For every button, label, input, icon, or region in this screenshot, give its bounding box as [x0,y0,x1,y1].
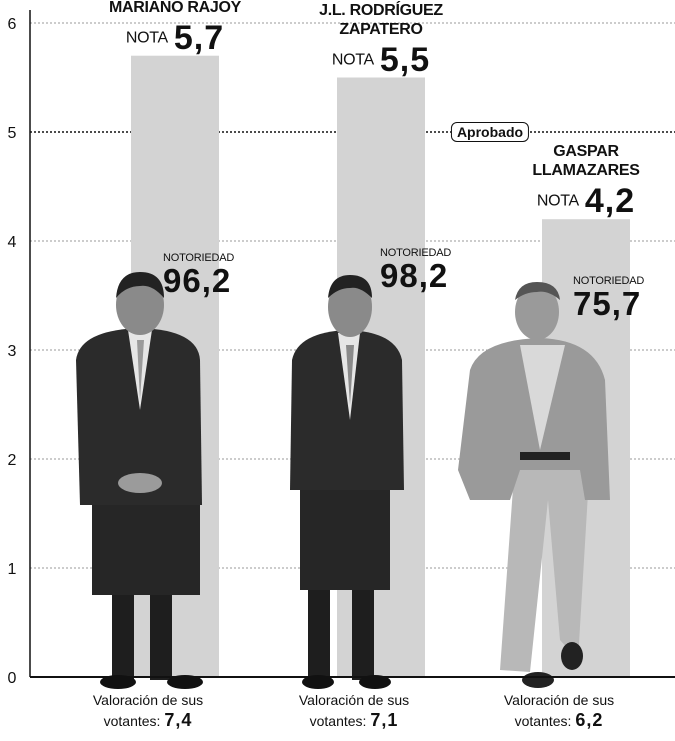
photo-rajoy [76,272,203,689]
y-tick-label: 6 [8,16,17,33]
threshold-label: Aprobado [450,122,530,142]
photo-llamazares [458,282,610,688]
notoriedad: NOTORIEDAD 75,7 [573,275,644,321]
nota-row: NOTA 5,5 [311,41,451,80]
nota-value: 4,2 [584,182,636,221]
y-tick-label: 4 [8,234,17,251]
notoriedad: NOTORIEDAD 98,2 [380,247,451,293]
nota-row: NOTA 4,2 [516,182,656,221]
bar-label: GASPAR LLAMAZARES NOTA 4,2 [516,142,656,221]
valoracion-value: 7,1 [370,710,399,730]
nota-prefix: NOTA [125,29,168,47]
notoriedad: NOTORIEDAD 96,2 [163,252,234,298]
y-tick-label: 5 [8,125,17,142]
y-tick-label: 2 [8,452,17,469]
y-tick-label: 3 [8,343,17,360]
valoracion-value: 7,4 [164,710,193,730]
notoriedad-label: NOTORIEDAD [573,275,645,287]
nota-value: 5,5 [379,40,431,79]
valoracion: Valoración de sus votantes: 7,1 [290,690,418,731]
notoriedad-label: NOTORIEDAD [163,252,235,264]
valoracion-label: Valoración de sus votantes: [92,692,204,729]
candidate-name: MARIANO RAJOY [108,0,242,16]
nota-prefix: NOTA [536,192,579,210]
candidate-name: GASPAR LLAMAZARES [532,143,640,180]
nota-row: NOTA 5,7 [75,19,275,58]
valoracion-label: Valoración de sus votantes: [298,692,410,729]
nota-value: 5,7 [173,18,225,57]
notoriedad-value: 75,7 [573,285,642,322]
notoriedad-value: 98,2 [380,257,449,294]
valoracion: Valoración de sus votantes: 6,2 [495,690,623,731]
candidate-name: J.L. RODRÍGUEZ ZAPATERO [319,1,443,38]
photos [76,272,610,689]
valoracion: Valoración de sus votantes: 7,4 [84,690,212,731]
y-tick-label: 1 [8,561,17,578]
bar-label: J.L. RODRÍGUEZ ZAPATERO NOTA 5,5 [311,1,451,80]
bar-label: MARIANO RAJOY NOTA 5,7 [75,0,275,58]
notoriedad-value: 96,2 [163,262,232,299]
valoracion-value: 6,2 [575,710,604,730]
valoracion-label: Valoración de sus votantes: [503,692,615,729]
y-tick-label: 0 [8,670,17,687]
nota-prefix: NOTA [331,51,374,68]
photo-zapatero [290,275,404,689]
notoriedad-label: NOTORIEDAD [380,247,452,259]
